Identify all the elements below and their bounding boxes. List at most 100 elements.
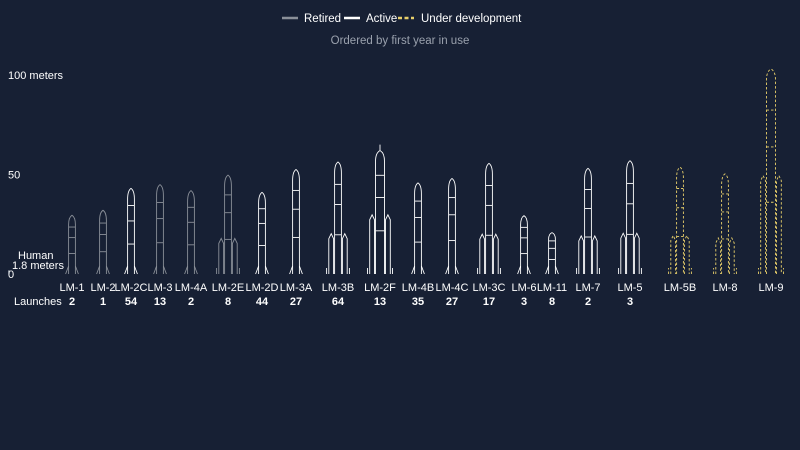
- human-height-label: 1.8 meters: [12, 260, 64, 272]
- rocket-name-label: LM-2F: [364, 282, 396, 294]
- rocket-lm-2c: [124, 187, 138, 275]
- rocket-launch-count: 35: [412, 296, 424, 308]
- chart-subtitle: Ordered by first year in use: [331, 35, 470, 47]
- rocket-body: [292, 168, 300, 274]
- rocket-booster: [633, 232, 640, 274]
- rocket-launch-count: 2: [188, 296, 194, 308]
- rocket-body: [626, 160, 634, 274]
- rocket-fins: [367, 268, 393, 274]
- rocket-body: [548, 232, 556, 274]
- rocket-name-label: LM-3C: [472, 282, 505, 294]
- rocket-body: [187, 190, 195, 274]
- rocket-fins: [668, 268, 692, 274]
- launches-row-label: Launches: [14, 296, 62, 308]
- y-tick-label: 0: [8, 269, 14, 281]
- rocket-booster: [715, 236, 722, 274]
- rocket-booster: [492, 233, 499, 274]
- rocket-fins: [618, 268, 642, 274]
- rocket-name-label: LM-4C: [435, 282, 468, 294]
- rocket-launch-count: 64: [332, 296, 345, 308]
- rocket-fins: [758, 268, 784, 274]
- rocket-name-label: LM-2C: [114, 282, 147, 294]
- human-label: Human: [18, 250, 53, 262]
- rocket-name-label: LM-3B: [322, 282, 354, 294]
- rocket-body: [766, 68, 776, 274]
- rocket-lm-3a: [289, 168, 303, 275]
- rocket-lm-3c: [477, 162, 501, 274]
- rocket-launch-count: 8: [225, 296, 231, 308]
- rocket-launch-count: 44: [256, 296, 269, 308]
- rocket-body: [258, 191, 266, 274]
- rocket-lm-11: [545, 232, 559, 275]
- rocket-body: [448, 177, 456, 274]
- rocket-body: [156, 184, 164, 274]
- rocket-fins: [255, 265, 269, 275]
- rocket-launch-count: 8: [549, 296, 555, 308]
- legend-label-development: Under development: [421, 13, 522, 25]
- legend-label-active: Active: [366, 13, 397, 25]
- y-tick-label: 100 meters: [8, 70, 64, 82]
- rocket-launch-count: 2: [585, 296, 591, 308]
- rocket-booster: [231, 237, 238, 274]
- rocket-name-label: LM-3: [147, 282, 172, 294]
- rocket-fins: [65, 265, 79, 275]
- rocket-fins: [411, 265, 425, 275]
- rocket-body: [485, 162, 493, 274]
- rocket-body: [414, 182, 422, 274]
- rocket-lm-2: [96, 209, 110, 275]
- rocket-body: [224, 174, 232, 274]
- rocket-booster: [479, 233, 486, 274]
- rocket-name-label: LM-11: [537, 282, 567, 294]
- rocket-lm-3: [153, 184, 167, 275]
- rocket-booster: [728, 236, 735, 274]
- rocket-name-label: LM-5B: [664, 282, 696, 294]
- rocket-name-label: LM-6: [511, 282, 536, 294]
- rocket-booster: [683, 234, 690, 274]
- rocket-launch-count: 27: [290, 296, 302, 308]
- rocket-name-label: LM-7: [575, 282, 600, 294]
- rocket-fins: [445, 265, 459, 275]
- rocket-lm-7: [576, 167, 600, 274]
- rocket-name-label: LM-9: [758, 282, 783, 294]
- rocket-lm-8: [713, 173, 737, 274]
- legend: Retired Active Under development: [282, 13, 522, 25]
- rocket-name-label: LM-2E: [212, 282, 244, 294]
- rocket-booster: [620, 232, 627, 274]
- rocket-name-label: LM-8: [712, 282, 737, 294]
- rocket-booster: [341, 232, 348, 274]
- rocket-launch-count: 17: [483, 296, 495, 308]
- rocket-fins: [184, 265, 198, 275]
- rocket-lm-5: [618, 160, 642, 274]
- rocket-lm-2e: [216, 174, 240, 274]
- rocket-launch-count: 2: [69, 296, 75, 308]
- rocket-lm-4b: [411, 182, 425, 275]
- rocket-fins: [124, 265, 138, 275]
- y-axis: 0 50 100 meters: [8, 70, 64, 281]
- rocket-booster: [385, 213, 391, 274]
- rocket-fins: [477, 268, 501, 274]
- rocket-fins: [216, 268, 240, 274]
- rocket-body: [99, 209, 107, 274]
- legend-label-retired: Retired: [304, 13, 341, 25]
- rocket-lm-5b: [668, 166, 692, 274]
- rocket-lm-4c: [445, 177, 459, 275]
- rocket-name-label: LM-4B: [402, 282, 434, 294]
- rocket-launch-count: 13: [154, 296, 166, 308]
- rocket-body: [721, 173, 729, 274]
- rocket-fins: [96, 265, 110, 275]
- rocket-booster: [369, 213, 375, 274]
- rocket-body: [676, 166, 684, 274]
- rocket-fins: [153, 265, 167, 275]
- rocket-name-label: LM-5: [617, 282, 642, 294]
- rocket-name-label: LM-2: [90, 282, 115, 294]
- rocket-lm-2d: [255, 191, 269, 275]
- rocket-lm-2f: [367, 144, 393, 274]
- rockets: [65, 68, 784, 275]
- rocket-launch-count: 1: [100, 296, 106, 308]
- rocket-fins: [517, 265, 531, 275]
- rocket-lm-4a: [184, 190, 198, 275]
- rocket-fins: [545, 265, 559, 275]
- rocket-booster: [328, 232, 335, 274]
